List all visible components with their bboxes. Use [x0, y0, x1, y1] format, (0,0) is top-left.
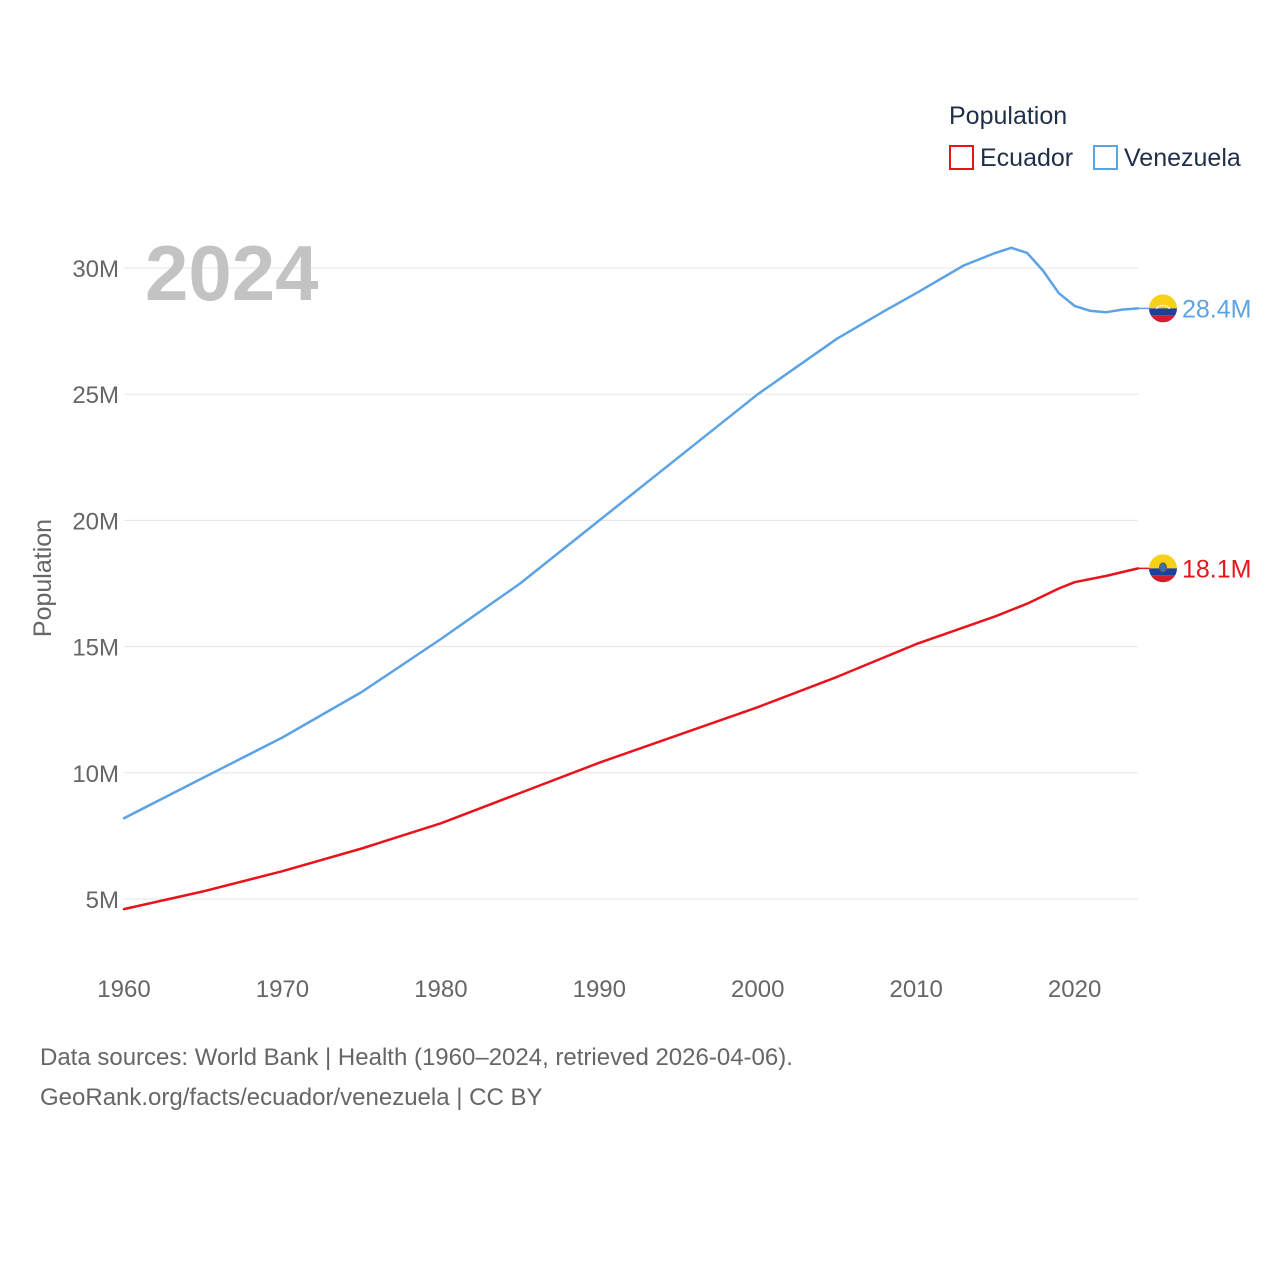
x-tick-label: 2010: [889, 976, 942, 1003]
legend-item-ecuador[interactable]: Ecuador: [949, 144, 1073, 172]
series-lines: [122, 246, 1140, 911]
y-tick-label: 10M: [72, 761, 119, 788]
legend-title: Population: [949, 102, 1067, 130]
y-tick-label: 5M: [86, 887, 119, 914]
ecuador-flag-icon: [1149, 554, 1177, 583]
x-tick-label: 2000: [731, 976, 784, 1003]
footer-credit: GeoRank.org/facts/ecuador/venezuela | CC…: [40, 1084, 543, 1111]
y-axis-title: Population: [29, 519, 57, 637]
legend-swatch-venezuela: [1093, 145, 1118, 170]
x-tick-label: 1980: [414, 976, 467, 1003]
series-line-venezuela: [122, 246, 1140, 820]
y-tick-label: 30M: [72, 256, 119, 283]
x-tick-label: 1990: [573, 976, 626, 1003]
legend-label-ecuador: Ecuador: [980, 144, 1073, 172]
y-tick-label: 15M: [72, 635, 119, 662]
end-value-label-venezuela: 28.4M: [1182, 295, 1251, 323]
x-tick-label: 2020: [1048, 976, 1101, 1003]
y-tick-label: 20M: [72, 508, 119, 535]
grid-lines: [124, 267, 1138, 900]
x-tick-label: 1970: [256, 976, 309, 1003]
y-axis-ticks: 5M 10M 15M 20M 25M 30M: [72, 256, 119, 914]
footer-sources: Data sources: World Bank | Health (1960–…: [40, 1044, 793, 1071]
y-tick-label: 25M: [72, 382, 119, 409]
legend-item-venezuela[interactable]: Venezuela: [1093, 144, 1241, 172]
x-axis-ticks: 1960 1970 1980 1990 2000 2010 2020: [97, 976, 1101, 1003]
legend-swatch-ecuador: [949, 145, 974, 170]
end-markers: 18.1M 28.4M: [1138, 294, 1251, 583]
current-year-label: 2024: [145, 229, 319, 317]
x-tick-label: 1960: [97, 976, 150, 1003]
legend-label-venezuela: Venezuela: [1124, 144, 1241, 172]
legend: Population Ecuador Venezuela: [949, 102, 1241, 172]
series-line-ecuador: [122, 567, 1140, 911]
end-value-label-ecuador: 18.1M: [1182, 555, 1251, 583]
venezuela-flag-icon: [1149, 294, 1177, 323]
